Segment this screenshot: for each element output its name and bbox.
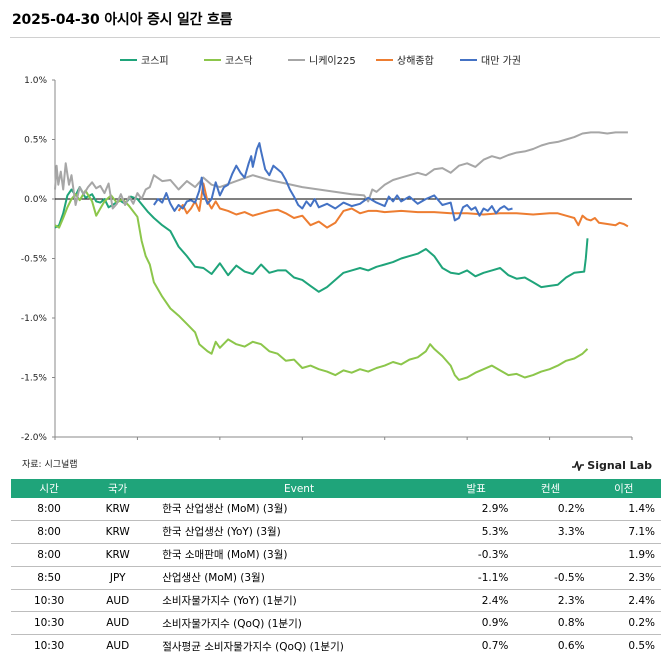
cell-forecast [512,543,589,567]
index-line-chart: 1.0%0.5%0.0%-0.5%-1.0%-1.5%-2.0%9:0010:0… [0,40,670,440]
cell-time: 10:30 [11,589,88,613]
y-tick-label: -1.5% [21,374,48,384]
cell-country: AUD [106,640,130,653]
cell-forecast: 3.3% [512,520,589,544]
col-header-event: Event [283,482,315,495]
cell-forecast: 0.6% [557,640,585,653]
cell-event: 한국 산업생산 (MoM) (3월) [148,498,440,521]
cell-event: 한국 산업생산 (YoY) (3월) [148,520,440,544]
cell-actual: 2.4% [439,589,513,613]
cell-actual: -1.1% [439,566,513,590]
series-line [153,142,513,222]
series-line [54,131,628,210]
source-note: 자료: 시그널랩 [22,460,78,470]
cell-forecast: 2.3% [512,589,589,613]
y-tick-label: -0.5% [21,255,48,265]
series-line [54,189,589,381]
chart-svg: 1.0%0.5%0.0%-0.5%-1.0%-1.5%-2.0%9:0010:0… [21,54,633,440]
cell-previous: 1.9% [588,543,661,567]
table-row: 8:00 KRW 한국 산업생산 (YoY) (3월) 5.3% 3.3% 7.… [11,520,661,544]
cell-time: 8:50 [11,566,88,590]
cell-time: 8:00 [11,498,88,521]
cell-actual: 0.7% [481,640,509,653]
economic-events-table: 시간 국가 Event 발표 컨센 이전 8:00 KRW 한국 산업생산 (M… [11,479,661,657]
cell-event: 소비자물가지수 (QoQ) (1분기) [148,611,440,636]
cell-forecast: -0.5% [512,566,589,590]
y-tick-label: 0.0% [24,195,47,205]
cell-forecast: 0.8% [512,611,589,636]
cell-actual: -0.3% [439,543,513,567]
page-title: 2025-04-30 아시아 증시 일간 흐름 [12,12,233,28]
cell-event: 한국 소매판매 (MoM) (3월) [148,543,440,567]
cell-country: JPY [87,566,149,590]
cell-actual: 0.9% [439,611,513,636]
table-row: 10:30 AUD 절사평균 소비자물가지수 (QoQ) (1분기) 0.7% … [11,635,661,657]
brand-logo: Signal Lab [572,459,652,472]
cell-country: AUD [87,611,149,636]
cell-previous: 2.3% [588,566,661,590]
legend-label: 상해종합 [397,54,434,67]
col-header-time: 시간 [39,483,59,495]
y-tick-label: 0.5% [24,136,47,146]
cell-country: KRW [87,543,149,567]
cell-time: 8:00 [11,543,88,567]
y-tick-label: -1.0% [21,314,48,324]
col-header-forecast: 컨센 [540,483,561,495]
table-row: 10:30 AUD 소비자물가지수 (YoY) (1분기) 2.4% 2.3% … [11,589,661,613]
cell-previous: 2.4% [588,589,661,613]
legend-label: 대만 가권 [481,55,521,67]
y-tick-label: 1.0% [24,76,47,86]
legend-label: 코스닥 [225,55,253,67]
col-header-previous: 이전 [614,483,634,495]
cell-previous: 1.4% [588,498,661,521]
legend-label: 코스피 [141,55,169,67]
table-header-row: 시간 국가 Event 발표 컨센 이전 [11,479,661,498]
table-row: 8:50 JPY 산업생산 (MoM) (3월) -1.1% -0.5% 2.3… [11,566,661,590]
signal-wave-icon [572,460,585,471]
table-row: 10:30 AUD 소비자물가지수 (QoQ) (1분기) 0.9% 0.8% … [11,611,661,636]
title-divider [10,37,660,38]
cell-time: 10:30 [11,611,88,636]
cell-previous: 7.1% [588,520,661,544]
col-header-country: 국가 [108,483,128,495]
series-line [177,182,629,229]
series-line [54,186,589,293]
legend-label: 니케이225 [309,55,356,67]
cell-time: 8:00 [11,520,88,544]
cell-country: KRW [87,498,149,521]
table-row: 8:00 KRW 한국 소매판매 (MoM) (3월) -0.3% 1.9% [11,543,661,567]
cell-previous: 0.2% [588,611,661,636]
cell-event: 소비자물가지수 (YoY) (1분기) [148,589,440,613]
cell-actual: 2.9% [439,498,513,521]
cell-forecast: 0.2% [512,498,589,521]
col-header-actual: 발표 [466,483,486,495]
cell-event: 산업생산 (MoM) (3월) [148,566,440,590]
cell-previous: 0.5% [628,640,655,653]
brand-name: Signal Lab [587,459,652,472]
y-tick-label: -2.0% [21,433,48,440]
table-row: 8:00 KRW 한국 산업생산 (MoM) (3월) 2.9% 0.2% 1.… [11,498,661,521]
cell-country: KRW [87,520,149,544]
cell-event: 절사평균 소비자물가지수 (QoQ) (1분기) [162,640,344,653]
cell-country: AUD [87,589,149,613]
cell-actual: 5.3% [439,520,513,544]
cell-time: 10:30 [33,640,65,653]
